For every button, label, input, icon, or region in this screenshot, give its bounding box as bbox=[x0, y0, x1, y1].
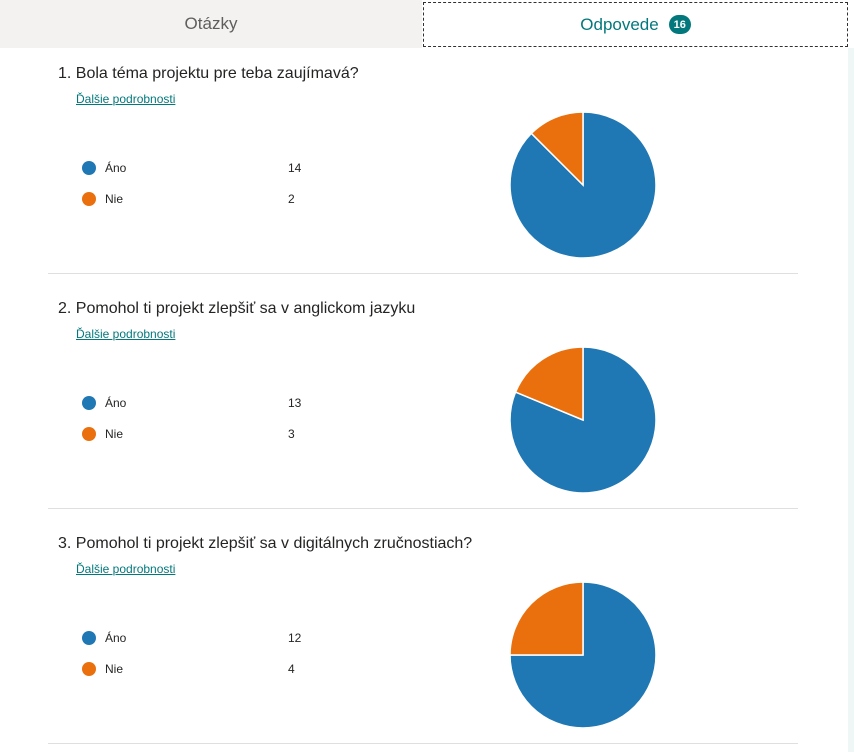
legend-label: Nie bbox=[105, 192, 124, 206]
question-card: 2. Pomohol ti projekt zlepšiť sa v angli… bbox=[0, 283, 848, 518]
pie-slice-nie bbox=[509, 581, 584, 656]
more-details-link[interactable]: Ďalšie podrobnosti bbox=[76, 327, 176, 341]
legend-item-yes: Áno 12 bbox=[82, 630, 301, 646]
pie-slice-áno bbox=[509, 111, 657, 259]
legend-label: Áno bbox=[105, 396, 127, 410]
legend-label: Áno bbox=[105, 631, 127, 645]
legend-count: 14 bbox=[288, 161, 302, 175]
pie-slice-áno bbox=[509, 581, 657, 729]
legend-item-no: Nie 3 bbox=[82, 426, 295, 442]
divider bbox=[48, 273, 798, 274]
tab-responses-label: Odpovede bbox=[580, 14, 659, 34]
legend-count: 12 bbox=[288, 631, 302, 645]
pie-slice-nie bbox=[530, 111, 584, 187]
tab-questions-label: Otázky bbox=[184, 14, 238, 33]
question-title: 3. Pomohol ti projekt zlepšiť sa v digit… bbox=[58, 535, 473, 552]
legend-count: 3 bbox=[288, 427, 295, 441]
yes-color-dot bbox=[82, 396, 96, 410]
more-details-link[interactable]: Ďalšie podrobnosti bbox=[76, 92, 176, 106]
legend-count: 2 bbox=[288, 192, 295, 206]
legend-label: Nie bbox=[105, 427, 124, 441]
more-details-link[interactable]: Ďalšie podrobnosti bbox=[76, 562, 176, 576]
legend-count: 13 bbox=[288, 396, 302, 410]
legend-label: Nie bbox=[105, 662, 124, 676]
tab-responses[interactable]: Odpovede 16 bbox=[423, 2, 848, 47]
legend-count: 4 bbox=[288, 662, 295, 676]
responses-count-badge: 16 bbox=[668, 15, 691, 34]
pie-chart bbox=[509, 581, 657, 729]
legend-item-yes: Áno 14 bbox=[82, 160, 301, 176]
legend-item-no: Nie 4 bbox=[82, 661, 295, 677]
pie-chart bbox=[509, 111, 657, 259]
legend-item-no: Nie 2 bbox=[82, 191, 295, 207]
legend-label: Áno bbox=[105, 161, 127, 175]
no-color-dot bbox=[82, 662, 96, 676]
divider bbox=[48, 508, 798, 509]
scroll-edge bbox=[848, 48, 854, 752]
yes-color-dot bbox=[82, 161, 96, 175]
legend-item-yes: Áno 13 bbox=[82, 395, 301, 411]
pie-chart bbox=[509, 346, 657, 494]
no-color-dot bbox=[82, 427, 96, 441]
question-card: 1. Bola téma projektu pre teba zaujímavá… bbox=[0, 48, 848, 283]
pie-slice-nie bbox=[514, 346, 584, 422]
yes-color-dot bbox=[82, 631, 96, 645]
divider bbox=[48, 743, 798, 744]
no-color-dot bbox=[82, 192, 96, 206]
question-title: 2. Pomohol ti projekt zlepšiť sa v angli… bbox=[58, 300, 416, 317]
tab-bar: Otázky Odpovede 16 bbox=[0, 0, 854, 48]
question-card: 3. Pomohol ti projekt zlepšiť sa v digit… bbox=[0, 518, 848, 753]
tab-questions[interactable]: Otázky bbox=[0, 0, 422, 48]
question-title: 1. Bola téma projektu pre teba zaujímavá… bbox=[58, 65, 359, 82]
pie-slice-áno bbox=[509, 346, 657, 494]
